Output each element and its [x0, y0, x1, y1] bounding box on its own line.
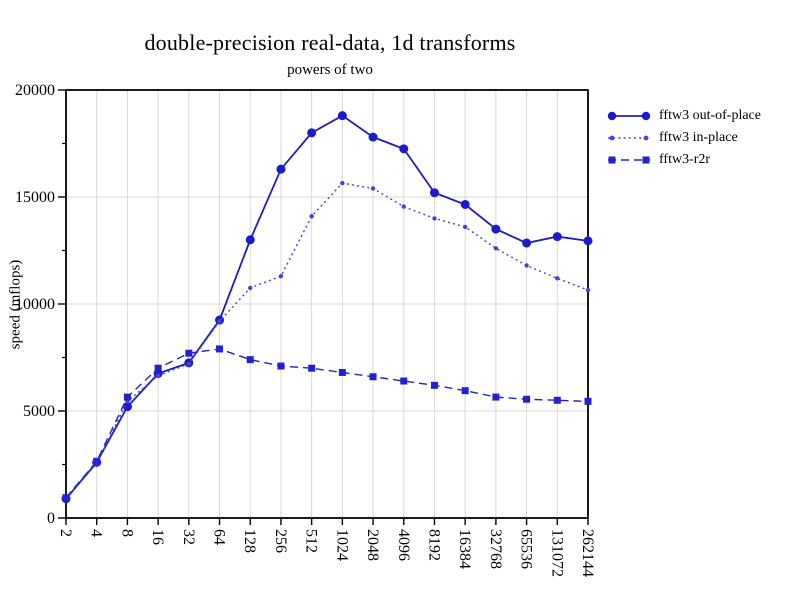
legend-line-sample-icon — [606, 131, 652, 145]
legend-line-sample-icon — [606, 109, 652, 123]
series-marker-circle-large — [337, 111, 347, 121]
x-tick-label: 256 — [272, 529, 289, 553]
series-marker-circle-large — [583, 236, 593, 246]
series-marker-circle-small — [340, 180, 345, 186]
legend-label: fftw3-r2r — [659, 152, 711, 167]
series-marker-circle-small — [524, 263, 529, 268]
y-axis-title: speed (mflops) — [7, 259, 24, 350]
x-tick-label: 16384 — [456, 529, 473, 569]
series-marker-circle-large — [522, 238, 532, 248]
series-marker-square — [430, 381, 438, 389]
x-tick-label: 512 — [303, 529, 320, 553]
x-tick-label: 32 — [180, 529, 197, 545]
series-marker-square — [123, 393, 131, 401]
x-tick-label: 65536 — [518, 529, 535, 569]
series-marker-square — [62, 494, 70, 502]
x-tick-label: 131072 — [548, 529, 565, 577]
series-marker-circle-small — [248, 285, 253, 291]
x-tick-label: 16 — [149, 529, 166, 545]
x-tick-label: 64 — [211, 529, 228, 545]
y-tick-label: 10000 — [15, 296, 55, 313]
series-marker-circle-large — [460, 199, 470, 209]
x-tick-label: 128 — [241, 529, 258, 553]
chart-subtitle: powers of two — [287, 62, 373, 78]
series-marker-circle-small — [370, 186, 376, 191]
series-marker-square — [369, 373, 377, 381]
x-tick-label: 262144 — [579, 529, 596, 577]
series-marker-square — [185, 349, 193, 357]
series-marker-square — [308, 364, 316, 372]
series-marker-square — [277, 362, 285, 370]
legend-item-in-place: fftw3 in-place — [606, 127, 761, 149]
series-marker-circle-large — [368, 132, 378, 142]
y-tick-label: 20000 — [15, 82, 55, 99]
series-line-0 — [65, 114, 589, 500]
x-tick-label: 2 — [57, 529, 74, 537]
legend-line-sample-icon — [606, 153, 652, 167]
series-marker-circle-large — [122, 402, 132, 412]
series-marker-circle-small — [585, 287, 591, 293]
series-marker-circle-small — [278, 273, 284, 279]
series-marker-circle-small — [462, 224, 468, 230]
series-marker-circle-small — [309, 214, 314, 219]
legend-label: fftw3 out-of-place — [659, 108, 761, 123]
x-tick-label: 32768 — [487, 529, 504, 569]
series-marker-square — [216, 345, 224, 353]
series-marker-square — [553, 396, 561, 404]
series-marker-square — [461, 387, 469, 395]
series-marker-circle-small — [432, 216, 437, 221]
series-marker-circle-large — [276, 164, 286, 174]
series-marker-square — [523, 395, 531, 403]
series-marker-circle-large — [491, 224, 501, 234]
series-marker-circle-large — [307, 128, 317, 138]
series-marker-square — [338, 368, 346, 376]
series-marker-circle-large — [245, 235, 255, 245]
series-marker-square — [492, 393, 500, 401]
series-marker-circle-large — [429, 188, 439, 198]
x-tick-label: 8 — [118, 529, 135, 537]
legend-item-out-of-place: fftw3 out-of-place — [606, 105, 761, 127]
legend-item-r2r: fftw3-r2r — [606, 149, 761, 171]
x-tick-label: 8192 — [425, 529, 442, 561]
series-marker-circle-large — [399, 144, 409, 154]
series-marker-circle-small — [555, 276, 560, 281]
series-marker-square — [246, 356, 254, 364]
x-tick-label: 1024 — [333, 529, 350, 561]
series-marker-circle-small — [217, 318, 222, 324]
series-line-1 — [65, 182, 589, 500]
x-tick-label: 4 — [88, 529, 105, 537]
series-marker-square — [93, 457, 101, 465]
x-tick-label: 4096 — [395, 529, 412, 561]
y-tick-label: 5000 — [23, 403, 55, 420]
y-tick-label: 15000 — [15, 189, 55, 206]
series-line-2 — [65, 348, 589, 499]
x-tick-label: 2048 — [364, 529, 381, 561]
series-marker-square — [400, 377, 408, 385]
series-marker-circle-small — [186, 361, 192, 367]
series-marker-circle-large — [552, 232, 562, 242]
series-marker-circle-small — [493, 246, 499, 251]
legend: fftw3 out-of-place fftw3 in-place fftw3-… — [606, 105, 761, 171]
series-marker-square — [154, 364, 162, 372]
series-marker-circle-small — [155, 373, 161, 378]
chart-title: double-precision real-data, 1d transform… — [144, 30, 516, 55]
series-marker-square — [584, 397, 592, 405]
legend-label: fftw3 in-place — [659, 130, 738, 145]
y-tick-label: 0 — [47, 510, 55, 527]
series-marker-circle-small — [401, 204, 406, 209]
